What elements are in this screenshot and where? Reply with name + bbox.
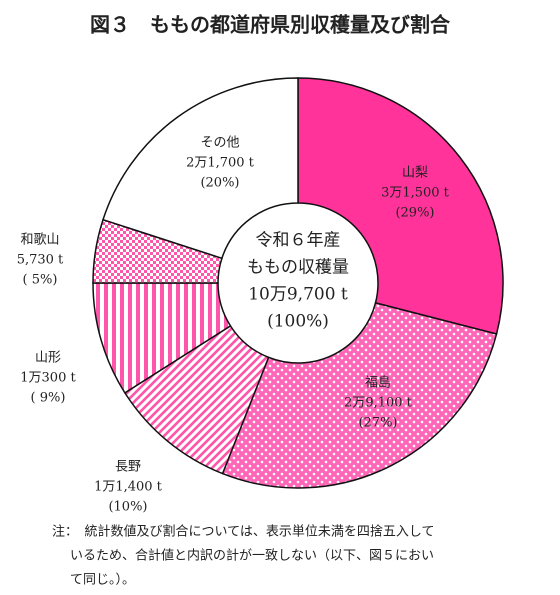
percent-label: (20%) bbox=[200, 176, 239, 191]
donut-segment bbox=[102, 77, 299, 260]
tonnage-label: 1万300 t bbox=[20, 371, 76, 386]
segment-label: 山形 bbox=[35, 351, 61, 366]
segment-label: 山梨 bbox=[402, 166, 428, 181]
center-text: 令和６年産 bbox=[256, 231, 341, 251]
center-text: ももの収穫量 bbox=[247, 258, 349, 278]
note: いるため、合計値と内訳の計が一致しない（以下、図５におい bbox=[70, 548, 434, 564]
percent-label: (10%) bbox=[108, 500, 147, 515]
center-text: (100%) bbox=[267, 312, 329, 332]
donut-segment bbox=[297, 77, 504, 335]
center-text: 10万9,700 t bbox=[248, 285, 348, 305]
segment-label: 和歌山 bbox=[20, 233, 59, 248]
tonnage-label: 1万1,400 t bbox=[94, 480, 163, 495]
percent-label: ( 5%) bbox=[23, 273, 58, 288]
note: て同じ。）。 bbox=[70, 573, 135, 588]
tonnage-label: 2万9,100 t bbox=[344, 396, 413, 411]
note: 注： 統計数値及び割合については、表示単位未満を四捨五入して bbox=[52, 524, 434, 540]
tonnage-label: 5,730 t bbox=[17, 253, 64, 268]
segment-label: その他 bbox=[200, 136, 239, 151]
chart-title: 図３ ももの都道府県別収穫量及び割合 bbox=[90, 13, 451, 37]
segment-label: 長野 bbox=[115, 460, 141, 475]
percent-label: ( 9%) bbox=[31, 391, 66, 406]
percent-label: (27%) bbox=[358, 416, 397, 431]
percent-label: (29%) bbox=[395, 206, 434, 221]
segment-label: 福島 bbox=[365, 376, 391, 391]
donut-segment bbox=[221, 301, 498, 489]
tonnage-label: 3万1,500 t bbox=[381, 186, 450, 201]
tonnage-label: 2万1,700 t bbox=[186, 156, 255, 171]
